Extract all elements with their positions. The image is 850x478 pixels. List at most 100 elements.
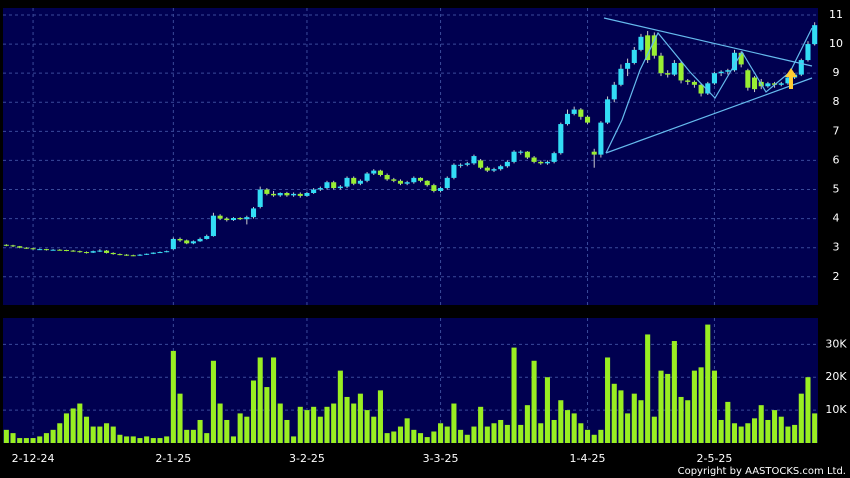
volume-bar xyxy=(711,370,717,443)
volume-bar xyxy=(424,437,430,443)
candle-body xyxy=(284,193,290,196)
volume-bar xyxy=(70,408,76,443)
volume-bar xyxy=(731,423,738,443)
candle-body xyxy=(311,189,317,194)
volume-bar xyxy=(438,423,444,443)
candle-body xyxy=(691,81,697,85)
volume-bar xyxy=(531,360,537,443)
volume-bar xyxy=(364,410,370,443)
trend-annotations xyxy=(603,17,813,154)
volume-bar xyxy=(357,393,363,443)
candle-body xyxy=(244,217,250,220)
y-tick-label: 3 xyxy=(833,241,840,254)
candle-body xyxy=(524,151,530,158)
candle-body xyxy=(678,62,684,81)
volume-bar xyxy=(230,436,237,443)
y-tick-label: 11 xyxy=(829,8,843,21)
volume-bar xyxy=(344,396,350,443)
candle-body xyxy=(204,236,210,239)
volume-bar xyxy=(23,438,29,443)
y-tick-label: 10K xyxy=(825,403,847,416)
candle-body xyxy=(351,177,357,184)
candle-body xyxy=(685,80,691,82)
volume-bar xyxy=(611,383,617,443)
volume-bar xyxy=(244,416,250,443)
volume-bar xyxy=(311,406,317,443)
candle-body xyxy=(484,167,490,171)
candle-body xyxy=(538,161,544,164)
volume-bar xyxy=(571,413,577,443)
volume-bar xyxy=(551,419,557,443)
candle-body xyxy=(551,153,557,162)
y-tick-label: 8 xyxy=(833,95,840,108)
volume-bar xyxy=(524,405,530,443)
volume-bar xyxy=(297,406,303,443)
candle-body xyxy=(772,83,778,85)
candle-body xyxy=(277,193,283,196)
candle-body xyxy=(357,180,363,184)
volume-bar xyxy=(504,424,510,443)
candle-body xyxy=(584,116,591,123)
volume-bar xyxy=(691,370,697,443)
volume-bar xyxy=(558,400,564,443)
candle-body xyxy=(297,193,303,196)
candle-body xyxy=(77,251,83,253)
volume-bar xyxy=(371,416,377,443)
candle-body xyxy=(591,151,597,155)
volume-bar xyxy=(110,426,116,443)
x-tick-label: 2-12-24 xyxy=(12,452,55,465)
volume-bar xyxy=(90,426,96,443)
x-tick-label: 3-2-25 xyxy=(289,452,325,465)
volume-bar xyxy=(671,341,677,443)
candle-body xyxy=(177,238,183,241)
candle-body xyxy=(778,83,784,85)
candle-body xyxy=(291,193,297,196)
volume-bar xyxy=(217,403,223,443)
candle-body xyxy=(217,215,223,219)
candle-body xyxy=(104,250,110,253)
trend-line xyxy=(605,77,813,154)
candle-body xyxy=(618,68,624,85)
candle-body xyxy=(785,77,791,84)
volume-bar xyxy=(471,426,477,443)
y-tick-label: 10 xyxy=(829,37,843,50)
candle-body xyxy=(170,238,176,250)
candle-body xyxy=(391,179,397,181)
trend-line xyxy=(603,17,813,67)
candle-body xyxy=(598,122,604,155)
volume-bar xyxy=(564,410,571,443)
volume-bar xyxy=(631,393,637,443)
y-tick-label: 20K xyxy=(825,370,847,383)
volume-bar xyxy=(284,419,290,443)
candle-body xyxy=(184,240,190,244)
volume-bar xyxy=(725,401,731,443)
candle-body xyxy=(377,170,383,175)
y-tick-label: 7 xyxy=(833,124,840,137)
volume-bar xyxy=(778,416,784,443)
volume-bar xyxy=(277,403,283,443)
volume-bar xyxy=(758,405,764,443)
candle-body xyxy=(337,186,343,189)
volume-bar xyxy=(518,424,524,443)
volume-bar xyxy=(812,413,818,443)
candle-body xyxy=(164,251,170,253)
volume-bar xyxy=(645,334,651,443)
volume-bar xyxy=(97,426,103,443)
candle-body xyxy=(578,109,584,117)
candle-body xyxy=(504,161,510,167)
candle-body xyxy=(438,188,444,191)
volume-bar xyxy=(798,393,804,443)
x-tick-label: 2-5-25 xyxy=(696,452,732,465)
candle-body xyxy=(57,249,63,251)
candle-body xyxy=(117,254,123,256)
volume-bar xyxy=(598,429,604,443)
volume-bar xyxy=(751,418,758,443)
volume-bar xyxy=(324,406,330,443)
volume-bar xyxy=(584,429,591,443)
volume-bar xyxy=(83,416,90,443)
volume-bar xyxy=(337,370,343,443)
y-tick-label: 4 xyxy=(833,212,840,225)
volume-bar xyxy=(351,403,357,443)
candle-body xyxy=(264,189,270,194)
candle-body xyxy=(564,113,571,125)
